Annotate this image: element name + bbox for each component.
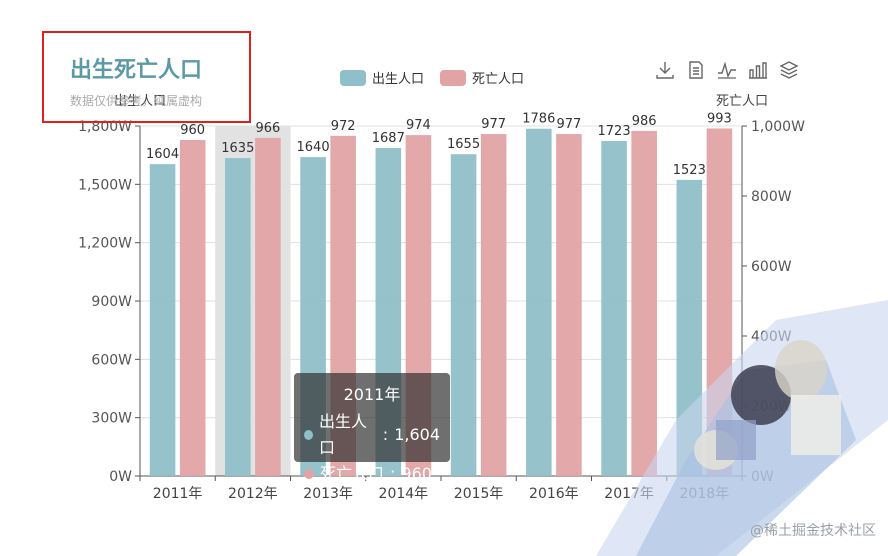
legend-item-births[interactable]: 出生人口 — [340, 68, 424, 87]
right-tick-label: 600W — [751, 259, 792, 275]
tooltip-value-births: 1,604 — [394, 425, 440, 444]
data-label: 1523 — [673, 163, 706, 178]
left-tick-label: 900W — [91, 294, 132, 310]
tooltip-title: 2011年 — [343, 385, 401, 404]
data-label: 1635 — [221, 141, 254, 156]
left-tick-label: 1,800W — [78, 119, 132, 135]
left-tick-label: 1,500W — [78, 177, 132, 193]
tooltip-label-deaths: 死亡人口 — [320, 464, 385, 483]
right-tick-label: 800W — [751, 189, 792, 205]
tooltip-label-births: 出生人口 — [319, 412, 368, 457]
anime-illustration — [596, 300, 888, 556]
bar — [149, 164, 176, 476]
x-tick-label: 2012年 — [228, 486, 278, 502]
legend-item-deaths[interactable]: 死亡人口 — [440, 68, 524, 87]
bar — [556, 134, 582, 477]
stack-icon[interactable] — [779, 60, 799, 80]
x-tick-label: 2013年 — [303, 486, 353, 502]
left-tick-label: 0W — [109, 469, 132, 485]
watermark: @稀土掘金技术社区 — [750, 523, 876, 539]
legend-label-deaths: 死亡人口 — [472, 72, 525, 87]
data-label: 977 — [557, 117, 582, 132]
y-left-axis-label: 出生人口 — [114, 94, 166, 109]
bar — [450, 154, 477, 476]
x-tick-label: 2015年 — [454, 486, 504, 502]
data-label: 972 — [331, 119, 356, 134]
data-label: 1687 — [372, 131, 405, 146]
bar — [255, 137, 281, 476]
left-tick-label: 600W — [91, 352, 132, 368]
chart-subtitle: 数据仅供参考，纯属虚构 — [70, 94, 203, 108]
data-label: 1786 — [522, 112, 555, 127]
legend: 出生人口 死亡人口 — [340, 68, 524, 87]
x-tick-label: 2016年 — [529, 486, 579, 502]
data-label: 966 — [256, 121, 281, 136]
chart-title: 出生死亡人口 — [70, 58, 203, 83]
data-label: 1604 — [146, 147, 179, 162]
y-right-axis-label: 死亡人口 — [716, 94, 768, 109]
download-icon[interactable] — [655, 60, 675, 80]
legend-label-births: 出生人口 — [372, 72, 425, 87]
data-label: 993 — [707, 111, 732, 126]
tooltip: 2011年 出生人口: 1,604 死亡人口: 960 — [294, 373, 450, 483]
title-highlight-box — [42, 31, 251, 123]
data-label: 986 — [632, 114, 657, 129]
tooltip-dot-births — [304, 430, 314, 440]
data-label: 960 — [180, 123, 205, 138]
right-tick-label: 1,000W — [751, 119, 805, 135]
tooltip-value-deaths: 960 — [401, 464, 432, 483]
data-view-icon[interactable] — [686, 60, 706, 80]
bar — [179, 140, 206, 476]
tooltip-row-deaths: 死亡人口: 960 — [304, 461, 440, 487]
line-chart-icon[interactable] — [717, 60, 737, 80]
bar — [526, 128, 552, 476]
tooltip-dot-deaths — [304, 469, 314, 479]
bar — [601, 140, 627, 476]
data-label: 977 — [481, 117, 506, 132]
data-label: 974 — [406, 118, 431, 133]
data-label: 1723 — [598, 124, 631, 139]
legend-swatch-deaths — [440, 69, 467, 86]
data-label: 1640 — [297, 140, 330, 155]
x-tick-label: 2011年 — [153, 486, 203, 502]
tooltip-row-births: 出生人口: 1,604 — [304, 409, 440, 461]
legend-swatch-births — [340, 69, 366, 86]
left-tick-label: 1,200W — [78, 236, 132, 252]
left-tick-label: 300W — [91, 411, 132, 427]
bar — [480, 134, 507, 477]
data-label: 1655 — [447, 137, 480, 152]
bar — [631, 130, 657, 476]
x-tick-label: 2014年 — [379, 486, 429, 502]
toolbox — [655, 60, 799, 80]
bar — [225, 158, 251, 477]
bar-chart-icon[interactable] — [748, 60, 768, 80]
